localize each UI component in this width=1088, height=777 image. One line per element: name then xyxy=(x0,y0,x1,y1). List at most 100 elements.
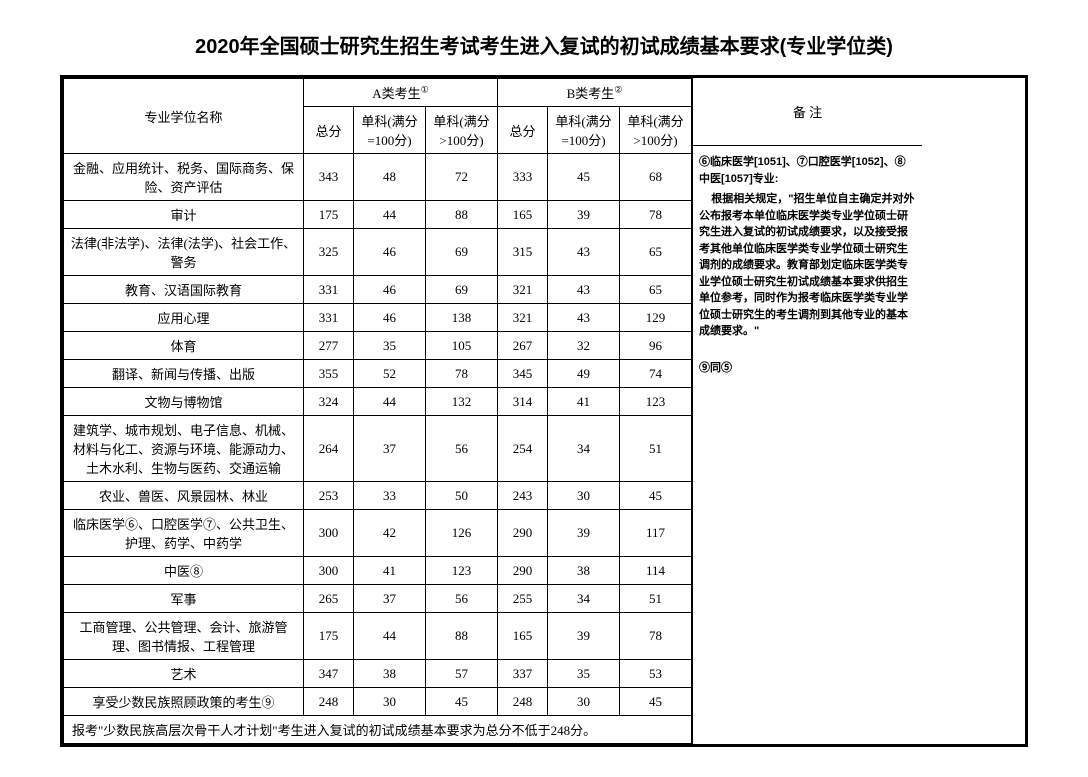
cell-value: 165 xyxy=(498,201,548,229)
cell-value: 321 xyxy=(498,276,548,304)
table-row: 翻译、新闻与传播、出版35552783454974 xyxy=(64,360,692,388)
cell-name: 农业、兽医、风景园林、林业 xyxy=(64,482,304,510)
cell-name: 审计 xyxy=(64,201,304,229)
table-row: 文物与博物馆3244413231441123 xyxy=(64,388,692,416)
cell-value: 114 xyxy=(620,557,692,585)
cell-value: 290 xyxy=(498,510,548,557)
cell-value: 123 xyxy=(426,557,498,585)
cell-value: 126 xyxy=(426,510,498,557)
notes-column: 备 注 ⑥临床医学[1051]、⑦口腔医学[1052]、⑧中医[1057]专业:… xyxy=(692,78,922,744)
cell-value: 51 xyxy=(620,585,692,613)
cell-value: 44 xyxy=(354,388,426,416)
cell-name: 临床医学⑥、口腔医学⑦、公共卫生、护理、药学、中药学 xyxy=(64,510,304,557)
cell-name: 金融、应用统计、税务、国际商务、保险、资产评估 xyxy=(64,154,304,201)
cell-name: 体育 xyxy=(64,332,304,360)
cell-value: 255 xyxy=(498,585,548,613)
cell-value: 38 xyxy=(548,557,620,585)
cell-value: 49 xyxy=(548,360,620,388)
table-row: 审计17544881653978 xyxy=(64,201,692,229)
table-row: 中医⑧3004112329038114 xyxy=(64,557,692,585)
cell-value: 43 xyxy=(548,229,620,276)
table-row: 工商管理、公共管理、会计、旅游管理、图书情报、工程管理1754488165397… xyxy=(64,613,692,660)
table-row: 金融、应用统计、税务、国际商务、保险、资产评估34348723334568 xyxy=(64,154,692,201)
note-line-3: ⑨同⑤ xyxy=(699,360,916,377)
cell-value: 96 xyxy=(620,332,692,360)
cell-value: 117 xyxy=(620,510,692,557)
cell-value: 165 xyxy=(498,613,548,660)
cell-value: 123 xyxy=(620,388,692,416)
cell-value: 175 xyxy=(304,613,354,660)
cell-value: 321 xyxy=(498,304,548,332)
notes-header: 备 注 xyxy=(693,78,922,146)
header-group-a: A类考生① xyxy=(304,79,498,107)
table-row: 临床医学⑥、口腔医学⑦、公共卫生、护理、药学、中药学30042126290391… xyxy=(64,510,692,557)
cell-value: 52 xyxy=(354,360,426,388)
table-row: 享受少数民族照顾政策的考生⑨24830452483045 xyxy=(64,688,692,716)
cell-value: 65 xyxy=(620,276,692,304)
cell-value: 42 xyxy=(354,510,426,557)
cell-value: 65 xyxy=(620,229,692,276)
note-line-1: ⑥临床医学[1051]、⑦口腔医学[1052]、⑧中医[1057]专业: xyxy=(699,154,916,187)
cell-value: 43 xyxy=(548,304,620,332)
cell-value: 30 xyxy=(548,482,620,510)
cell-value: 34 xyxy=(548,585,620,613)
cell-value: 290 xyxy=(498,557,548,585)
header-sub100-b: 单科(满分=100分) xyxy=(548,107,620,154)
cell-value: 68 xyxy=(620,154,692,201)
cell-value: 243 xyxy=(498,482,548,510)
header-subover-a: 单科(满分>100分) xyxy=(426,107,498,154)
cell-name: 享受少数民族照顾政策的考生⑨ xyxy=(64,688,304,716)
cell-value: 45 xyxy=(426,688,498,716)
cell-value: 248 xyxy=(304,688,354,716)
cell-value: 138 xyxy=(426,304,498,332)
cell-value: 105 xyxy=(426,332,498,360)
note-line-2: 根据相关规定，"招生单位自主确定并对外公布报考本单位临床医学类专业学位硕士研究生… xyxy=(699,191,916,340)
cell-value: 56 xyxy=(426,585,498,613)
cell-value: 30 xyxy=(354,688,426,716)
cell-value: 300 xyxy=(304,557,354,585)
cell-value: 39 xyxy=(548,201,620,229)
header-name: 专业学位名称 xyxy=(64,79,304,154)
cell-value: 53 xyxy=(620,660,692,688)
cell-value: 44 xyxy=(354,201,426,229)
cell-value: 315 xyxy=(498,229,548,276)
cell-name: 工商管理、公共管理、会计、旅游管理、图书情报、工程管理 xyxy=(64,613,304,660)
cell-value: 37 xyxy=(354,416,426,482)
cell-name: 翻译、新闻与传播、出版 xyxy=(64,360,304,388)
cell-value: 39 xyxy=(548,613,620,660)
cell-value: 39 xyxy=(548,510,620,557)
cell-value: 44 xyxy=(354,613,426,660)
cell-value: 78 xyxy=(620,613,692,660)
cell-value: 88 xyxy=(426,201,498,229)
header-group-b: B类考生② xyxy=(498,79,692,107)
cell-value: 48 xyxy=(354,154,426,201)
cell-value: 331 xyxy=(304,276,354,304)
header-subover-b: 单科(满分>100分) xyxy=(620,107,692,154)
cell-value: 253 xyxy=(304,482,354,510)
cell-name: 文物与博物馆 xyxy=(64,388,304,416)
cell-value: 50 xyxy=(426,482,498,510)
cell-value: 33 xyxy=(354,482,426,510)
cell-value: 264 xyxy=(304,416,354,482)
table-row: 建筑学、城市规划、电子信息、机械、材料与化工、资源与环境、能源动力、土木水利、生… xyxy=(64,416,692,482)
cell-value: 324 xyxy=(304,388,354,416)
cell-value: 277 xyxy=(304,332,354,360)
cell-value: 72 xyxy=(426,154,498,201)
cell-value: 331 xyxy=(304,304,354,332)
cell-value: 325 xyxy=(304,229,354,276)
table-row: 体育277351052673296 xyxy=(64,332,692,360)
notes-body: ⑥临床医学[1051]、⑦口腔医学[1052]、⑧中医[1057]专业: 根据相… xyxy=(693,146,922,744)
cell-value: 45 xyxy=(620,482,692,510)
cell-value: 43 xyxy=(548,276,620,304)
cell-value: 132 xyxy=(426,388,498,416)
cell-name: 中医⑧ xyxy=(64,557,304,585)
cell-value: 69 xyxy=(426,229,498,276)
cell-value: 355 xyxy=(304,360,354,388)
footer-row: 报考"少数民族高层次骨干人才计划"考生进入复试的初试成绩基本要求为总分不低于24… xyxy=(64,716,692,744)
table-row: 教育、汉语国际教育33146693214365 xyxy=(64,276,692,304)
cell-value: 41 xyxy=(354,557,426,585)
page-title: 2020年全国硕士研究生招生考试考生进入复试的初试成绩基本要求(专业学位类) xyxy=(60,30,1028,59)
cell-value: 267 xyxy=(498,332,548,360)
header-sub100-a: 单科(满分=100分) xyxy=(354,107,426,154)
cell-value: 343 xyxy=(304,154,354,201)
